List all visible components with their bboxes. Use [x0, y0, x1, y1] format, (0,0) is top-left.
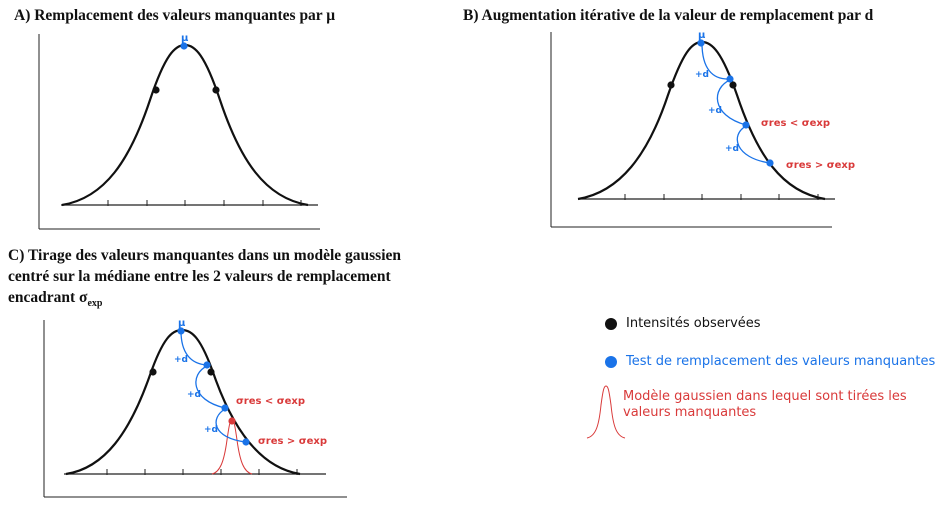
panel-c-step-arc-1 [180, 330, 208, 366]
panel-b-test-point-1 [726, 75, 734, 83]
panel-a: μ [38, 33, 320, 230]
legend-gauss-line1: Modèle gaussien dans lequel sont tirées … [623, 389, 907, 404]
panel-c-title-line1: C) Tirage des valeurs manquantes dans un… [8, 247, 402, 264]
panel-b-observed-point-right [729, 81, 737, 89]
panel-c-step-arc-3 [215, 408, 247, 443]
panel-b-label-lt: σres < σexp [761, 118, 830, 129]
panel-c-median-point [228, 417, 236, 425]
panel-a-ticks [107, 200, 302, 206]
panel-a-gaussian-curve [61, 43, 309, 207]
panel-c-title-subscript: exp [87, 298, 103, 310]
panel-b-step-arc-2 [716, 79, 747, 126]
panel-a-observed-point-left [152, 86, 160, 94]
panel-b-observed-point-left [667, 81, 675, 89]
panel-b-test-point-2 [742, 121, 750, 129]
panel-c-title-line3: encadrant σ [8, 289, 88, 306]
panel-a-mu-point [180, 42, 188, 50]
panel-b-title: B) Augmentation itérative de la valeur d… [463, 7, 874, 24]
panel-b-mu-label: μ [698, 30, 706, 41]
legend-observed-marker [605, 318, 617, 330]
panel-b-step-label-3: +d [725, 144, 739, 154]
legend-gauss-line2: valeurs manquantes [623, 405, 757, 420]
panel-c-observed-point-left [149, 368, 157, 376]
legend [586, 318, 626, 439]
panel-c-observed-point-right [207, 368, 215, 376]
panel-c-title-line2: centré sur la médiane entre les 2 valeur… [8, 268, 391, 285]
panel-b-step-label-1: +d [695, 70, 709, 80]
legend-gaussian-model-icon [586, 385, 626, 439]
panel-c-test-point-1 [203, 361, 211, 369]
legend-test-marker [605, 356, 617, 368]
panel-a-title: A) Remplacement des valeurs manquantes p… [14, 7, 336, 24]
panel-c-mu-label: μ [178, 318, 186, 329]
panel-b: μ +d +d +d σres < σexp σres > σexp [550, 30, 855, 228]
panel-b-ticks [624, 194, 819, 200]
legend-test-label: Test de remplacement des valeurs manquan… [626, 354, 936, 369]
panel-b-mu-point [697, 39, 705, 47]
panel-c-mu-point [177, 327, 185, 335]
panel-b-label-gt: σres > σexp [786, 160, 855, 171]
panel-c-test-point-2 [221, 404, 229, 412]
panel-b-step-arc-1 [701, 42, 731, 80]
panel-c-label-lt: σres < σexp [236, 396, 305, 407]
panel-c-step-label-1: +d [174, 355, 188, 365]
legend-gauss-label: Modèle gaussien dans lequel sont tirées … [623, 389, 907, 421]
panel-a-mu-label: μ [181, 33, 189, 44]
panel-c-step-label-2: +d [187, 390, 201, 400]
panel-b-step-arc-3 [736, 125, 771, 164]
panel-c: μ +d +d +d σres < σexp σres > σexp [43, 318, 347, 498]
legend-observed-label: Intensités observées [626, 316, 761, 331]
panel-c-test-point-3 [242, 438, 250, 446]
panel-b-step-label-2: +d [708, 106, 722, 116]
panel-c-step-label-3: +d [204, 425, 218, 435]
panel-c-label-gt: σres > σexp [258, 436, 327, 447]
panel-c-title: C) Tirage des valeurs manquantes dans un… [8, 245, 401, 314]
panel-c-step-arc-2 [195, 365, 226, 409]
panel-b-test-point-3 [766, 159, 774, 167]
panel-a-observed-point-right [212, 86, 220, 94]
